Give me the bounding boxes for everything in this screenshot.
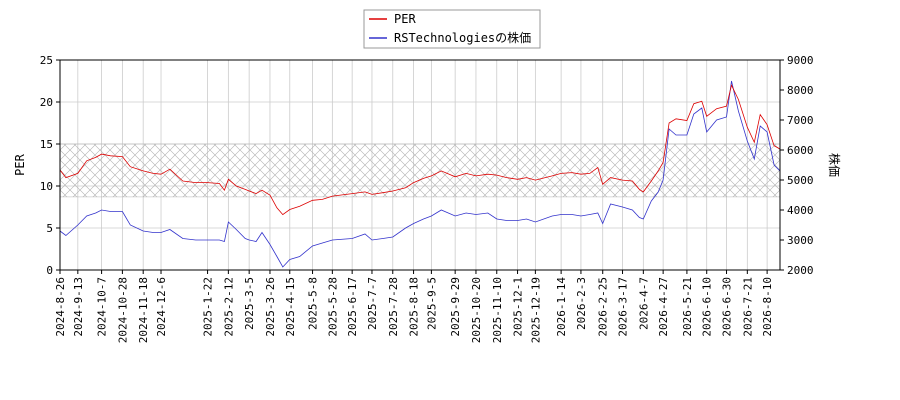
x-tick-label: 2025-3-26 bbox=[264, 277, 277, 337]
x-tick-label: 2025-8-18 bbox=[408, 277, 421, 337]
left-axis-title: PER bbox=[13, 153, 27, 175]
per-series-line bbox=[59, 84, 781, 216]
x-tick-label: 2025-10-20 bbox=[470, 277, 483, 343]
x-tick-label: 2026-7-21 bbox=[741, 277, 754, 337]
right-tick-label: 2000 bbox=[787, 264, 814, 277]
x-tick-label: 2025-11-10 bbox=[491, 277, 504, 343]
x-tick-label: 2025-3-5 bbox=[243, 277, 256, 330]
x-tick-label: 2025-9-5 bbox=[425, 277, 438, 330]
x-tick-label: 2025-1-22 bbox=[202, 277, 215, 337]
x-tick-label: 2024-12-6 bbox=[155, 277, 168, 337]
price-series-line bbox=[59, 80, 781, 268]
x-tick-label: 2025-7-7 bbox=[366, 277, 379, 330]
x-tick-label: 2024-10-28 bbox=[116, 277, 129, 343]
legend-box bbox=[363, 9, 541, 49]
left-tick-label: 20 bbox=[40, 96, 53, 109]
left-tick-label: 25 bbox=[40, 54, 53, 67]
left-tick-label: 15 bbox=[40, 138, 53, 151]
left-axis-ticks: 0 5 10 15 20 25 bbox=[40, 54, 60, 277]
left-tick-label: 0 bbox=[46, 264, 53, 277]
x-tick-label: 2026-1-14 bbox=[555, 277, 568, 337]
x-tick-label: 2024-8-26 bbox=[54, 277, 67, 337]
x-tick-label: 2025-5-8 bbox=[307, 277, 320, 330]
right-axis-ticks: 2000 3000 4000 5000 6000 7000 8000 9000 bbox=[780, 54, 814, 277]
x-tick-label: 2026-3-17 bbox=[617, 277, 630, 337]
x-tick-label: 2026-8-10 bbox=[761, 277, 774, 337]
right-tick-label: 3000 bbox=[787, 234, 814, 247]
x-tick-label: 2024-11-18 bbox=[137, 277, 150, 343]
x-tick-label: 2025-7-28 bbox=[387, 277, 400, 337]
right-tick-label: 7000 bbox=[787, 114, 814, 127]
left-tick-label: 10 bbox=[40, 180, 53, 193]
legend-price-label: RSTechnologiesの株価 bbox=[394, 30, 531, 45]
plot-frame bbox=[59, 59, 781, 271]
right-tick-label: 6000 bbox=[787, 144, 814, 157]
right-tick-label: 9000 bbox=[787, 54, 814, 67]
x-tick-label: 2026-6-10 bbox=[701, 277, 714, 337]
x-tick-label: 2026-4-7 bbox=[637, 277, 650, 330]
x-tick-label: 2026-4-27 bbox=[657, 277, 670, 337]
x-tick-label: 2026-5-21 bbox=[681, 277, 694, 337]
x-axis-ticks: 2024-8-26 2024-9-13 2024-10-7 2024-10-28 202… bbox=[54, 270, 774, 343]
x-tick-label: 2026-2-3 bbox=[575, 277, 588, 330]
legend: PER RSTechnologiesの株価 bbox=[363, 9, 541, 49]
x-tick-label: 2026-2-25 bbox=[597, 277, 610, 337]
x-tick-label: 2025-12-19 bbox=[529, 277, 542, 343]
right-tick-label: 4000 bbox=[787, 204, 814, 217]
x-tick-label: 2025-5-28 bbox=[326, 277, 339, 337]
left-tick-label: 5 bbox=[46, 222, 53, 235]
x-tick-label: 2025-4-15 bbox=[284, 277, 297, 337]
x-tick-label: 2024-9-13 bbox=[72, 277, 85, 337]
legend-per-label: PER bbox=[394, 12, 416, 26]
x-tick-label: 2025-9-29 bbox=[449, 277, 462, 337]
x-tick-label: 2024-10-7 bbox=[96, 277, 109, 337]
right-tick-label: 5000 bbox=[787, 174, 814, 187]
right-tick-label: 8000 bbox=[787, 84, 814, 97]
x-tick-label: 2025-12-1 bbox=[512, 277, 525, 337]
x-tick-label: 2026-6-30 bbox=[721, 277, 734, 337]
x-tick-label: 2025-6-17 bbox=[346, 277, 359, 337]
x-tick-label: 2025-2-12 bbox=[222, 277, 235, 337]
right-axis-title: 株価 bbox=[827, 153, 842, 177]
